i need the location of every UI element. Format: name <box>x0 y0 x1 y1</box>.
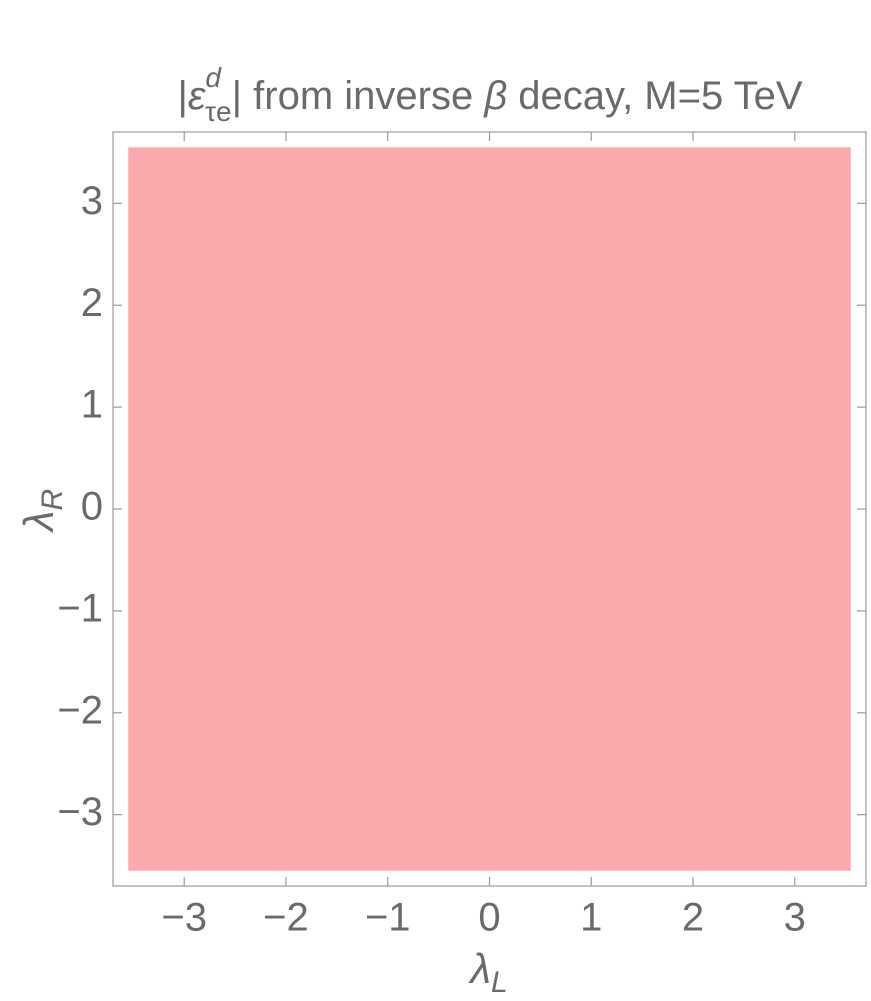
title-sup: d <box>205 62 222 93</box>
label-sub: R <box>36 489 69 511</box>
label-main: λ <box>15 511 62 534</box>
y-tick-label: −1 <box>57 586 103 630</box>
y-tick-label: −2 <box>57 688 103 732</box>
x-tick-label: 0 <box>478 896 500 940</box>
label-sub: L <box>491 966 508 999</box>
y-tick-label: 0 <box>81 485 103 529</box>
title-part: ε <box>188 74 207 118</box>
region <box>128 147 851 871</box>
y-tick-label: 1 <box>81 383 103 427</box>
title-part: decay, M=5 TeV <box>507 74 803 118</box>
title-part: β <box>483 74 507 118</box>
title-sub: τe <box>205 96 232 127</box>
chart-title: |εd τe| from inverse β decay, M=5 TeV <box>177 62 802 127</box>
y-axis-label: λR <box>15 489 69 533</box>
y-tick-label: 2 <box>81 281 103 325</box>
x-tick-label: −2 <box>263 896 309 940</box>
x-tick-label: 1 <box>580 896 602 940</box>
x-tick-label: −3 <box>161 896 207 940</box>
y-tick-label: −3 <box>57 790 103 834</box>
x-tick-label: 3 <box>784 896 806 940</box>
label-main: λ <box>468 945 491 992</box>
x-tick-label: 2 <box>682 896 704 940</box>
x-axis-label: λL <box>468 945 507 999</box>
x-tick-label: −1 <box>365 896 411 940</box>
y-tick-label: 3 <box>81 179 103 223</box>
title-part: | from inverse <box>232 74 485 118</box>
title-part: | <box>177 74 187 118</box>
